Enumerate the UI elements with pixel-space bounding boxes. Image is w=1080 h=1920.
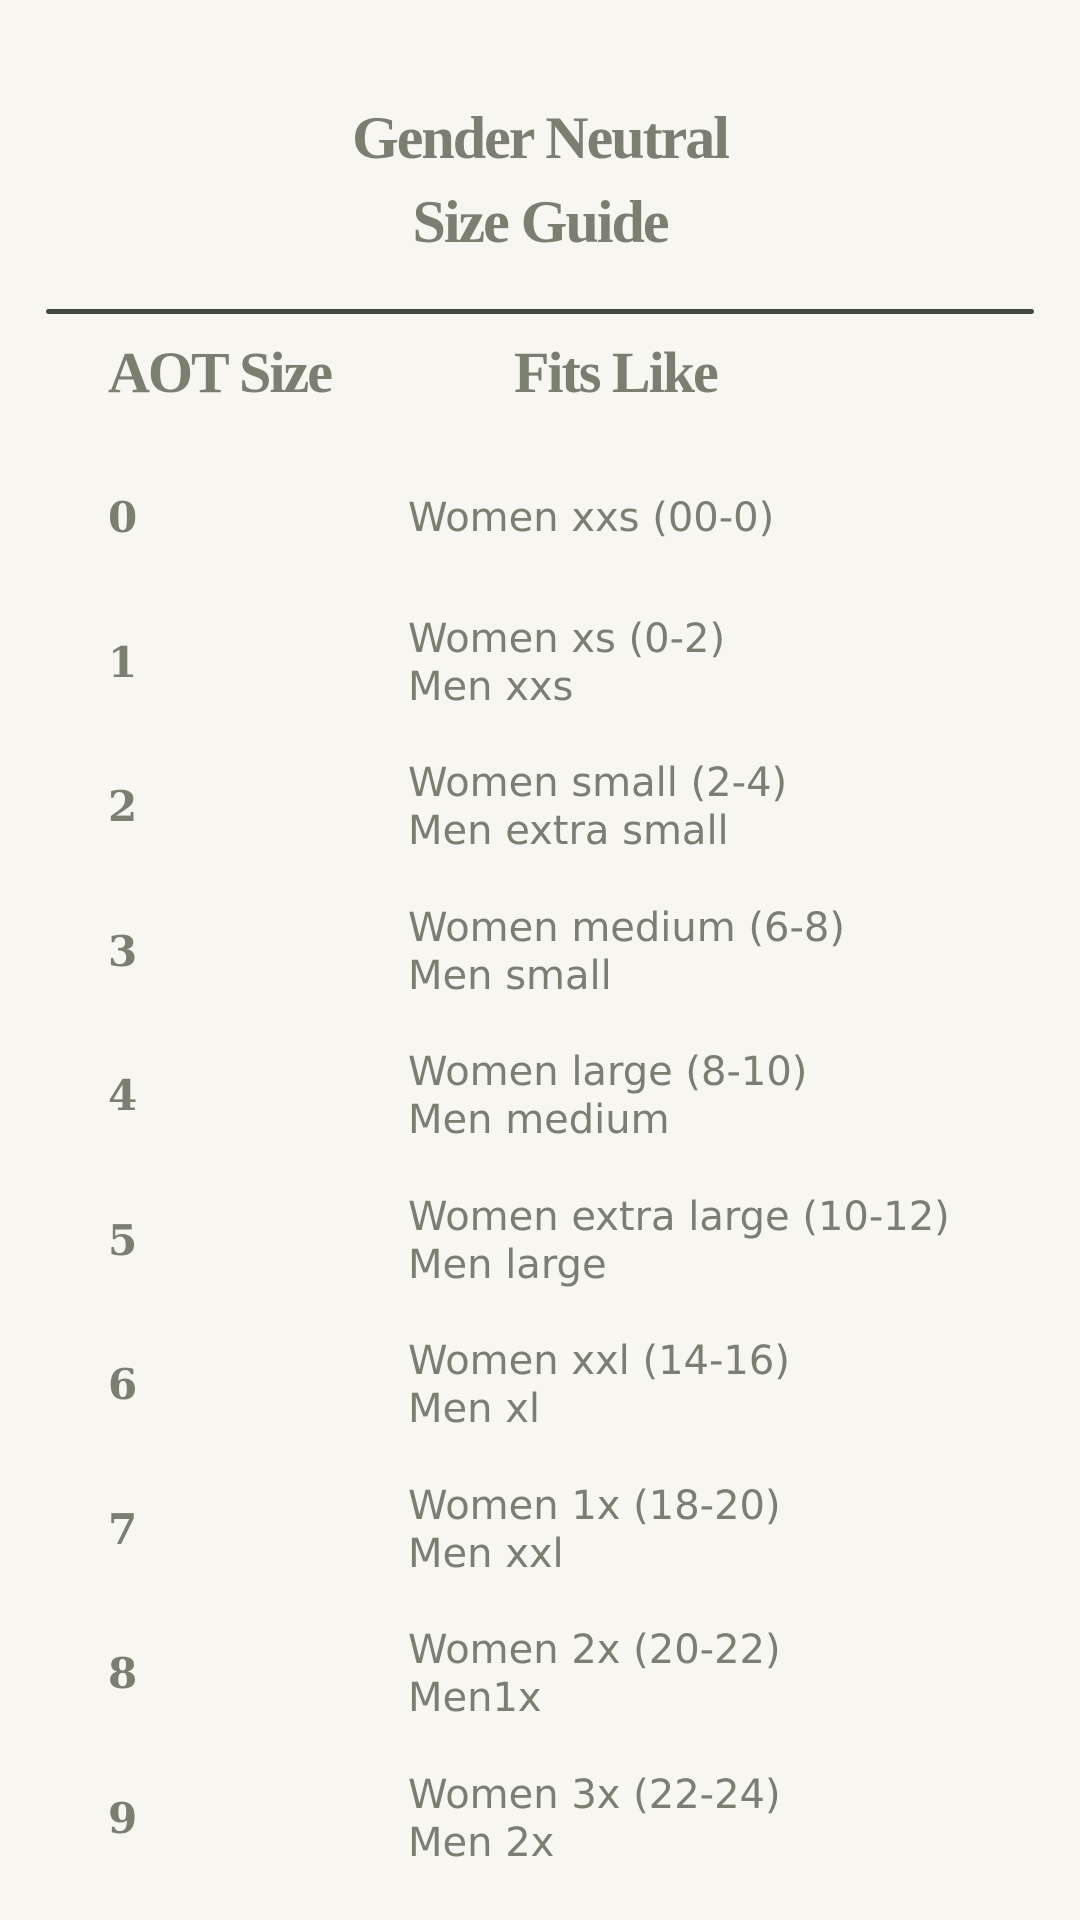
aot-size-value: 3 <box>108 926 138 976</box>
fits-like-line: Women xxl (14-16) <box>408 1338 790 1384</box>
fits-like-cell: Women xs (0-2) Men xxs <box>408 615 725 711</box>
fits-like-line: Women 1x (18-20) <box>408 1482 781 1529</box>
fits-like-line: Women medium (6-8) <box>408 904 845 951</box>
fits-like-line: Women 2x (20-22) <box>408 1627 781 1673</box>
fits-like-cell: Women 1x (18-20) Men xxl <box>408 1482 781 1578</box>
fits-like-line: Men xl <box>408 1386 540 1432</box>
aot-size-value: 4 <box>108 1071 138 1120</box>
fits-like-cell: Women small (2-4) Men extra small <box>408 759 787 855</box>
fits-like-line: Men xxs <box>408 663 574 710</box>
page-title: Gender Neutral Size Guide <box>0 96 1080 264</box>
fits-like-line: Men extra small <box>408 808 729 854</box>
fits-like-line: Women xs (0-2) <box>408 615 726 662</box>
fits-like-line: Women 3x (22-24) <box>408 1771 781 1818</box>
fits-like-line: Men 2x <box>408 1819 555 1866</box>
fits-like-cell: Women 2x (20-22) Men1x <box>408 1626 781 1722</box>
fits-like-cell: Women xxs (00-0) <box>408 494 774 542</box>
aot-size-value: 8 <box>108 1649 138 1698</box>
title-line-2: Size Guide <box>412 189 669 255</box>
fits-like-cell: Women 3x (22-24) Men 2x <box>408 1771 781 1867</box>
fits-like-cell: Women medium (6-8) Men small <box>408 904 845 1000</box>
fits-like-line: Men large <box>408 1241 607 1288</box>
fits-like-line: Men small <box>408 952 612 999</box>
fits-like-cell: Women large (8-10) Men medium <box>408 1048 807 1144</box>
header-fits-like: Fits Like <box>514 340 719 405</box>
aot-size-value: 7 <box>108 1504 138 1554</box>
fits-like-line: Men xxl <box>408 1530 564 1577</box>
aot-size-value: 6 <box>108 1360 138 1409</box>
aot-size-value: 2 <box>108 782 138 831</box>
aot-size-value: 0 <box>108 493 138 542</box>
aot-size-value: 1 <box>108 637 138 687</box>
fits-like-line: Women large (8-10) <box>408 1049 808 1095</box>
fits-like-cell: Women xxl (14-16) Men xl <box>408 1337 790 1433</box>
fits-like-line: Women small (2-4) <box>408 760 788 806</box>
aot-size-value: 9 <box>108 1793 138 1843</box>
divider <box>46 309 1034 314</box>
fits-like-cell: Women extra large (10-12) Men large <box>408 1193 950 1289</box>
fits-like-line: Women extra large (10-12) <box>408 1193 950 1240</box>
fits-like-line: Women xxs (00-0) <box>408 495 775 541</box>
fits-like-line: Men1x <box>408 1675 542 1721</box>
header-aot-size: AOT Size <box>108 340 333 405</box>
aot-size-value: 5 <box>108 1215 138 1265</box>
fits-like-line: Men medium <box>408 1097 670 1143</box>
title-line-1: Gender Neutral <box>352 105 730 171</box>
